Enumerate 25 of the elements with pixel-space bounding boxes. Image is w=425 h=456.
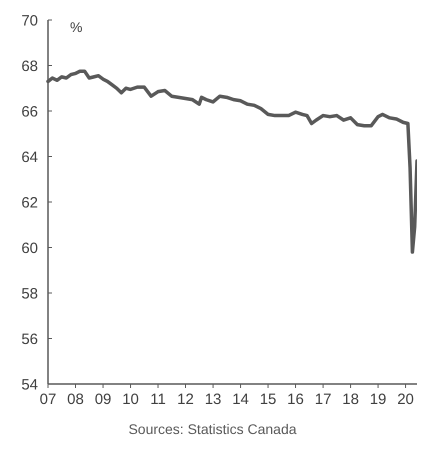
x-tick-label: 08 [67, 391, 84, 408]
y-tick-label: 62 [21, 194, 38, 212]
y-axis-title: % [70, 19, 82, 35]
y-tick-label: 58 [21, 285, 38, 302]
x-tick-label: 17 [314, 391, 332, 408]
y-tick-label: 68 [21, 58, 38, 75]
x-tick-label: 15 [260, 391, 276, 408]
x-tick-label: 18 [342, 391, 359, 408]
source-note: Sources: Statistics Canada [128, 421, 297, 437]
x-tick-label: 20 [397, 391, 414, 408]
x-tick-label: 07 [40, 391, 56, 408]
x-tick-label: 19 [370, 391, 386, 408]
x-tick-label: 13 [204, 391, 222, 408]
x-tick-label: 16 [287, 391, 304, 408]
y-tick-label: 56 [21, 330, 38, 348]
y-tick-label: 70 [21, 12, 38, 30]
x-tick-label: 12 [177, 391, 194, 408]
x-tick-label: 09 [94, 391, 112, 408]
y-tick-label: 66 [21, 103, 38, 120]
y-tick-label: 64 [21, 148, 38, 166]
y-tick-label: 60 [21, 240, 38, 257]
y-tick-label: 54 [21, 376, 38, 394]
x-tick-label: 14 [232, 391, 249, 408]
x-tick-label: 10 [122, 391, 139, 408]
x-tick-label: 11 [150, 391, 166, 408]
